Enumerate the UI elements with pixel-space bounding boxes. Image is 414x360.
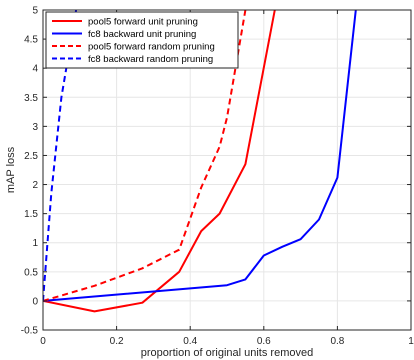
y-tick-label: 0 [32,296,38,307]
series-group [43,10,357,313]
x-tick-label: 0.8 [330,336,344,347]
y-axis-ticks: -0.5 0 0.5 1 1.5 2 2.5 3 3.5 4 4.5 5 [21,6,411,337]
y-tick-label: -0.5 [21,326,39,337]
series-line [43,10,276,313]
legend-entry-label: pool5 forward random pruning [88,42,215,53]
y-tick-label: 5 [32,6,38,17]
y-tick-label: 1.5 [24,209,38,220]
x-tick-label: 0.2 [110,336,124,347]
y-axis-label: mAP loss [5,146,17,193]
y-tick-label: 2.5 [24,151,38,162]
series-line [43,10,78,301]
x-tick-label: 0.6 [257,336,271,347]
y-tick-label: 4 [32,64,38,75]
series-line [43,10,357,302]
plot-area-frame [42,9,412,331]
y-tick-label: 1 [32,238,38,249]
x-tick-label: 0.4 [183,336,197,347]
legend-entry-label: fc8 backward unit pruning [88,29,196,40]
x-axis-label: proportion of original units removed [141,347,313,359]
y-tick-label: 4.5 [24,35,38,46]
legend-entry-label: fc8 backward random pruning [88,54,213,65]
x-tick-label: 1 [408,336,414,347]
y-tick-label: 2 [32,180,38,191]
y-tick-label: 0.5 [24,267,38,278]
y-tick-label: 3 [32,122,38,133]
legend-entry-label: pool5 forward unit pruning [88,17,198,28]
x-tick-label: 0 [40,336,46,347]
series-line [43,10,247,302]
y-tick-label: 3.5 [24,93,38,104]
